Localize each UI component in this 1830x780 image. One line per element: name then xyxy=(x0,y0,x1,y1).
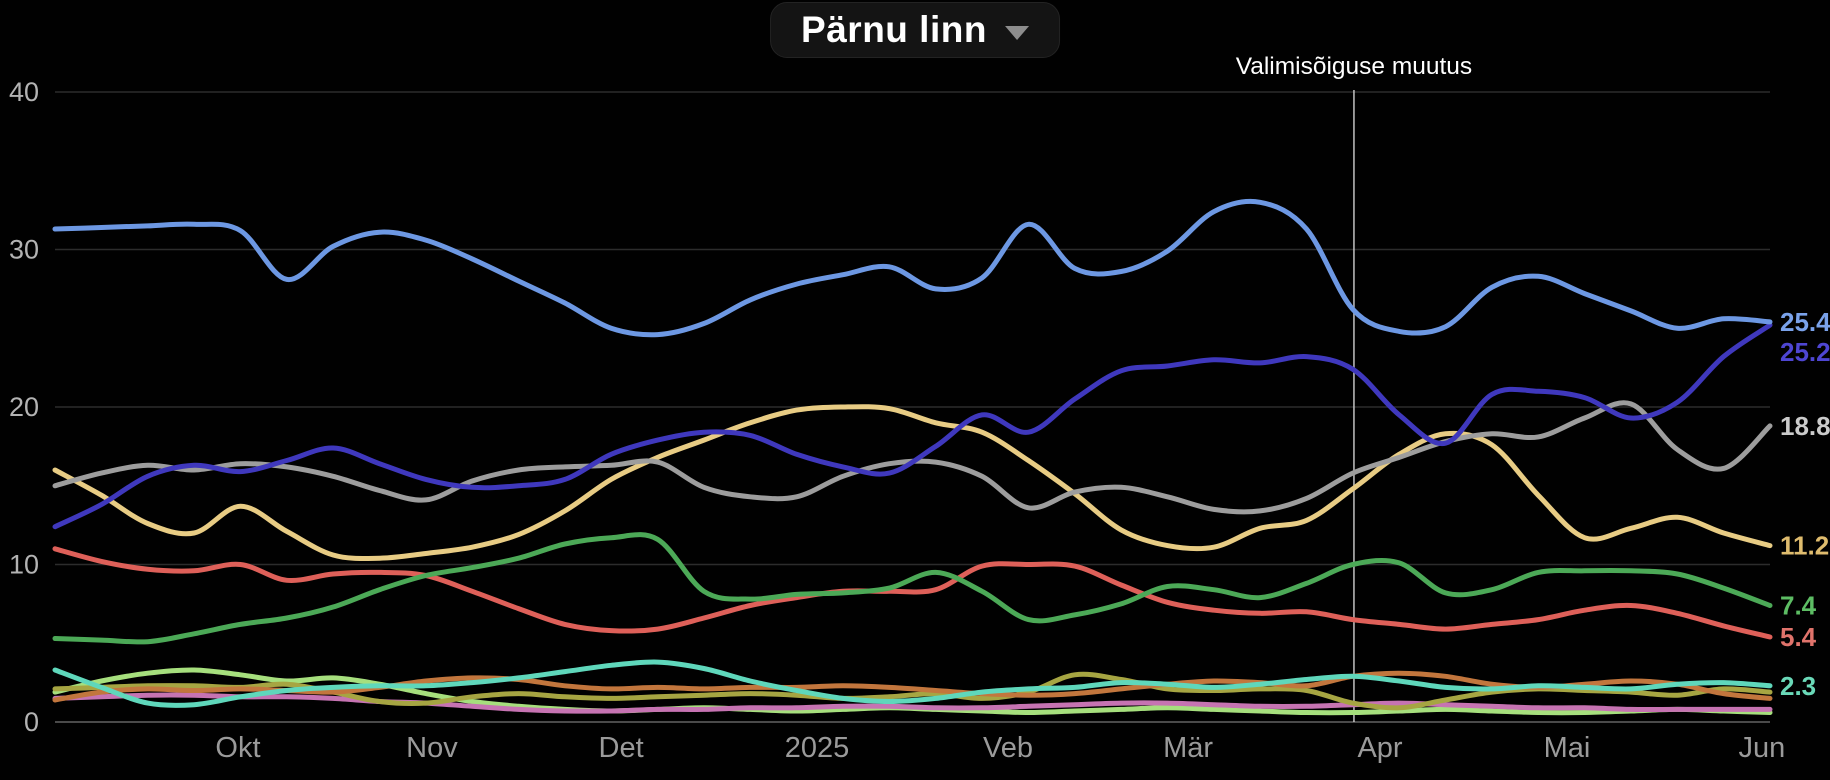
end-value-label-indigo: 25.2 xyxy=(1780,337,1830,367)
region-dropdown[interactable]: Pärnu linn xyxy=(770,2,1060,58)
series-line-orange xyxy=(52,670,1773,703)
series-line-teal xyxy=(52,659,1773,708)
end-value-label-teal: 2.3 xyxy=(1780,671,1816,701)
x-tick-label: 2025 xyxy=(785,732,850,764)
series-line-grey xyxy=(52,400,1773,515)
end-value-label-red: 5.4 xyxy=(1780,622,1817,652)
series-line-red xyxy=(52,546,1773,640)
y-tick-label: 0 xyxy=(24,707,39,737)
end-value-label-green: 7.4 xyxy=(1780,590,1817,620)
region-dropdown-label: Pärnu linn xyxy=(801,9,987,50)
end-value-label-yellow: 11.2 xyxy=(1780,531,1829,561)
y-tick-label: 30 xyxy=(9,235,39,265)
x-tick-label: Det xyxy=(599,732,644,764)
series-line-indigo xyxy=(52,322,1773,530)
series-line-yellow xyxy=(52,404,1773,562)
x-tick-label: Mai xyxy=(1544,732,1591,764)
y-tick-label: 10 xyxy=(9,550,39,580)
chevron-down-icon xyxy=(1004,25,1029,40)
annotation-label: Valimisõiguse muutus xyxy=(1236,53,1472,80)
x-tick-label: Veb xyxy=(983,732,1033,764)
y-tick-label: 20 xyxy=(9,392,39,422)
x-tick-label: Okt xyxy=(215,732,260,764)
y-tick-label: 40 xyxy=(9,77,39,107)
x-tick-label: Jun xyxy=(1739,732,1786,764)
x-tick-label: Nov xyxy=(406,732,458,764)
end-value-label-grey: 18.8 xyxy=(1780,411,1830,441)
end-value-label-light-blue: 25.4 xyxy=(1780,307,1830,337)
x-tick-label: Mär xyxy=(1163,732,1213,764)
series-line-pink xyxy=(52,692,1773,714)
x-tick-label: Apr xyxy=(1357,732,1402,764)
series-line-light-blue xyxy=(52,198,1773,338)
series-line-green xyxy=(52,532,1773,645)
